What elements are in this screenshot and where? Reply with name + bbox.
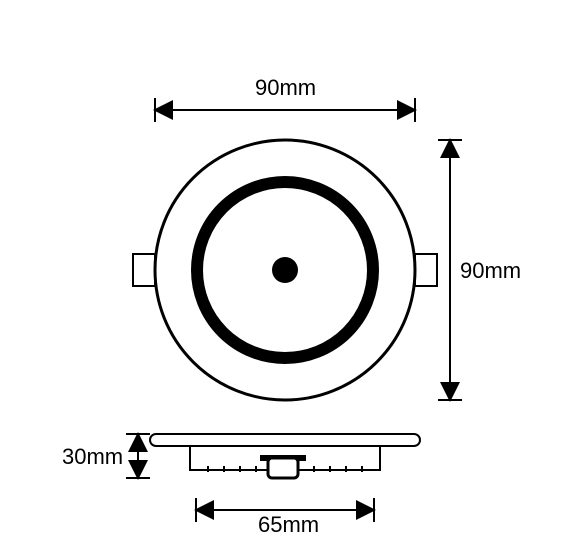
dimension-bottom-label: 65mm xyxy=(258,512,319,537)
dimension-bottom-width: 65mm xyxy=(196,498,374,537)
dimension-top-label: 90mm xyxy=(255,75,316,100)
dimension-left-label: 30mm xyxy=(62,444,123,469)
top-view-tab-right xyxy=(415,254,437,286)
dimension-left-height: 30mm xyxy=(62,434,150,478)
dimension-right-label: 90mm xyxy=(460,258,521,283)
top-view-tab-left xyxy=(133,254,155,286)
dimension-right-height: 90mm xyxy=(438,140,521,400)
dimension-top-width: 90mm xyxy=(155,75,415,122)
top-view-center-dot xyxy=(272,257,298,283)
side-view xyxy=(150,434,420,478)
